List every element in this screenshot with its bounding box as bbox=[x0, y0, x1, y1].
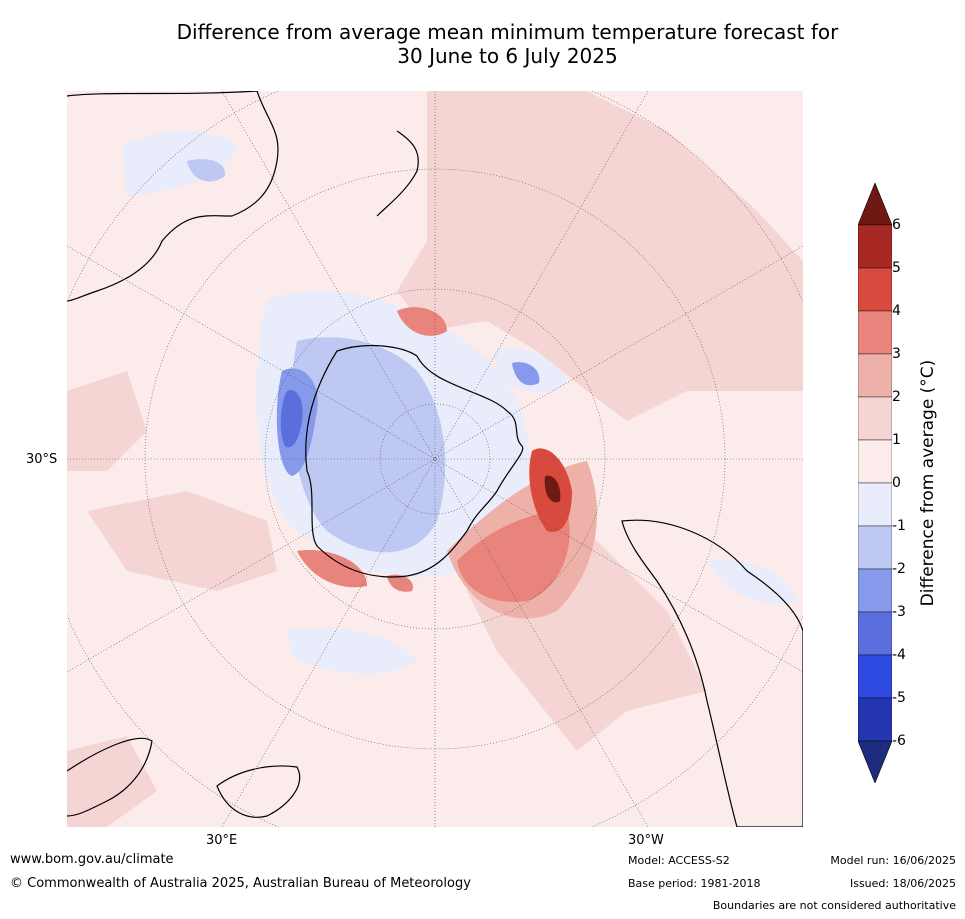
footer-url: www.bom.gov.au/climate bbox=[10, 852, 174, 867]
colorbar-title: Difference from average (°C) bbox=[918, 359, 938, 607]
colorbar-segment bbox=[858, 697, 892, 742]
colorbar bbox=[858, 183, 892, 783]
polar-temperature-map bbox=[67, 91, 803, 827]
footer-model: Model: ACCESS-S2 bbox=[628, 854, 730, 867]
lon-label-30w: 30°W bbox=[628, 833, 664, 848]
australia-outline bbox=[67, 91, 279, 302]
new-zealand-outline bbox=[376, 130, 419, 217]
anomaly-region-west bbox=[87, 491, 277, 591]
cool-region-south bbox=[287, 627, 417, 674]
lat-label-30s: 30°S bbox=[26, 452, 58, 467]
cool-region-sa bbox=[707, 560, 797, 605]
lon-label-30e: 30°E bbox=[206, 833, 238, 848]
colorbar-extend-bottom bbox=[858, 740, 892, 783]
colorbar-tick-label: -4 bbox=[892, 647, 906, 663]
footer-disclaimer: Boundaries are not considered authoritat… bbox=[712, 899, 956, 912]
colorbar-tick-label: -1 bbox=[892, 518, 906, 534]
map-title: Difference from average mean minimum tem… bbox=[60, 20, 955, 68]
antarctica-outline bbox=[305, 344, 524, 578]
footer-copyright: © Commonwealth of Australia 2025, Austra… bbox=[10, 876, 471, 891]
colorbar-segment bbox=[858, 267, 892, 312]
colorbar-segment bbox=[858, 224, 892, 269]
footer-model-run: Model run: 16/06/2025 bbox=[830, 854, 956, 867]
anomaly-region-africa bbox=[67, 736, 157, 827]
graticule bbox=[67, 91, 803, 827]
warm-region-ross bbox=[397, 307, 447, 336]
africa-outline bbox=[67, 737, 153, 817]
footer-base-period: Base period: 1981-2018 bbox=[628, 877, 761, 890]
title-line-2: 30 June to 6 July 2025 bbox=[397, 44, 618, 68]
colorbar-tick-label: 4 bbox=[892, 303, 901, 319]
colorbar-extend-top bbox=[858, 183, 892, 226]
title-line-1: Difference from average mean minimum tem… bbox=[176, 20, 839, 44]
cool-region-tasman-2 bbox=[187, 159, 226, 182]
cool-region-antarctica-2 bbox=[291, 337, 446, 553]
colorbar-tick-label: 5 bbox=[892, 260, 901, 276]
colorbar-tick-label: -2 bbox=[892, 561, 906, 577]
madagascar-outline bbox=[216, 765, 301, 818]
anomaly-region-pacific bbox=[397, 91, 803, 421]
colorbar-tick-label: -6 bbox=[892, 733, 906, 749]
warm-region-small bbox=[387, 574, 413, 592]
colorbar-tick-label: -3 bbox=[892, 604, 906, 620]
warm-region-peninsula-core bbox=[544, 475, 561, 503]
colorbar-segment bbox=[858, 525, 892, 570]
colorbar-tick-label: 3 bbox=[892, 346, 901, 362]
cool-region-antarctica-4 bbox=[280, 390, 303, 448]
warm-region-ice-shelf bbox=[297, 550, 367, 588]
cool-region-tasman bbox=[122, 131, 237, 196]
cool-region-east-pacific-2 bbox=[512, 362, 540, 386]
colorbar-tick-label: 1 bbox=[892, 432, 901, 448]
colorbar-tick-label: -5 bbox=[892, 690, 906, 706]
warm-region-weddell-2 bbox=[457, 511, 570, 602]
colorbar-tick-label: 2 bbox=[892, 389, 901, 405]
colorbar-segment bbox=[858, 439, 892, 484]
colorbar-tick-label: 0 bbox=[892, 475, 901, 491]
colorbar-segment bbox=[858, 353, 892, 398]
south-america-outline bbox=[621, 519, 803, 827]
anomaly-region-indian bbox=[67, 371, 147, 471]
colorbar-tick-label: 6 bbox=[892, 217, 901, 233]
colorbar-segment bbox=[858, 482, 892, 527]
colorbar-segment bbox=[858, 611, 892, 656]
colorbar-segment bbox=[858, 310, 892, 355]
colorbar-segment bbox=[858, 654, 892, 699]
footer-issued: Issued: 18/06/2025 bbox=[849, 877, 956, 890]
colorbar-segment bbox=[858, 396, 892, 441]
colorbar-segment bbox=[858, 568, 892, 613]
